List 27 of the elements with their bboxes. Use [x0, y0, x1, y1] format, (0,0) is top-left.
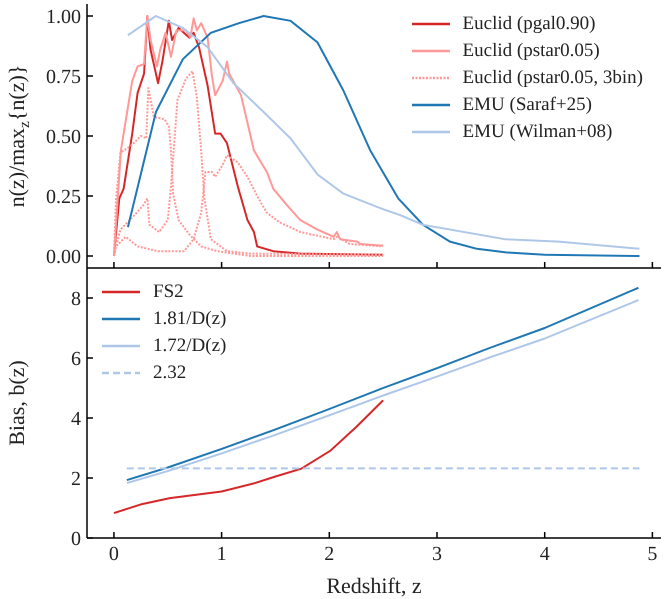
y-tick-label: 0.50: [46, 126, 81, 148]
x-tick-label: 5: [647, 543, 658, 566]
y-tick-label: 2: [71, 468, 81, 490]
legend-label: Euclid (pstar0.05): [462, 39, 600, 63]
x-tick-label: 2: [324, 543, 334, 566]
legend-label: EMU (Wilman+08): [462, 120, 612, 144]
legend-label: 2.32: [153, 361, 186, 385]
y-tick-label: 0.00: [46, 246, 81, 268]
legend-label: 1.81/D(z): [153, 307, 226, 331]
y-axis-title: Bias, b(z): [4, 360, 28, 446]
x-tick-label: 1: [216, 543, 227, 566]
y-tick-label: 8: [71, 288, 81, 310]
y-tick-label: 6: [71, 348, 81, 370]
y-tick-label: 0.75: [46, 66, 81, 88]
y-tick-label: 4: [71, 408, 81, 430]
x-tick-label: 0: [108, 543, 119, 566]
y-tick-label: 0: [71, 528, 81, 550]
y-tick-label: 0.25: [46, 186, 81, 208]
x-tick-label: 3: [432, 543, 442, 566]
legend-label: FS2: [153, 280, 184, 304]
legend-label: 1.72/D(z): [153, 334, 226, 358]
x-axis-title: Redshift, z: [326, 573, 422, 598]
x-tick-label: 4: [540, 543, 550, 566]
legend-label: EMU (Saraf+25): [462, 93, 592, 117]
y-tick-label: 1.00: [46, 6, 81, 28]
legend-label: Euclid (pstar0.05, 3bin): [462, 66, 643, 90]
legend-label: Euclid (pgal0.90): [462, 12, 596, 36]
